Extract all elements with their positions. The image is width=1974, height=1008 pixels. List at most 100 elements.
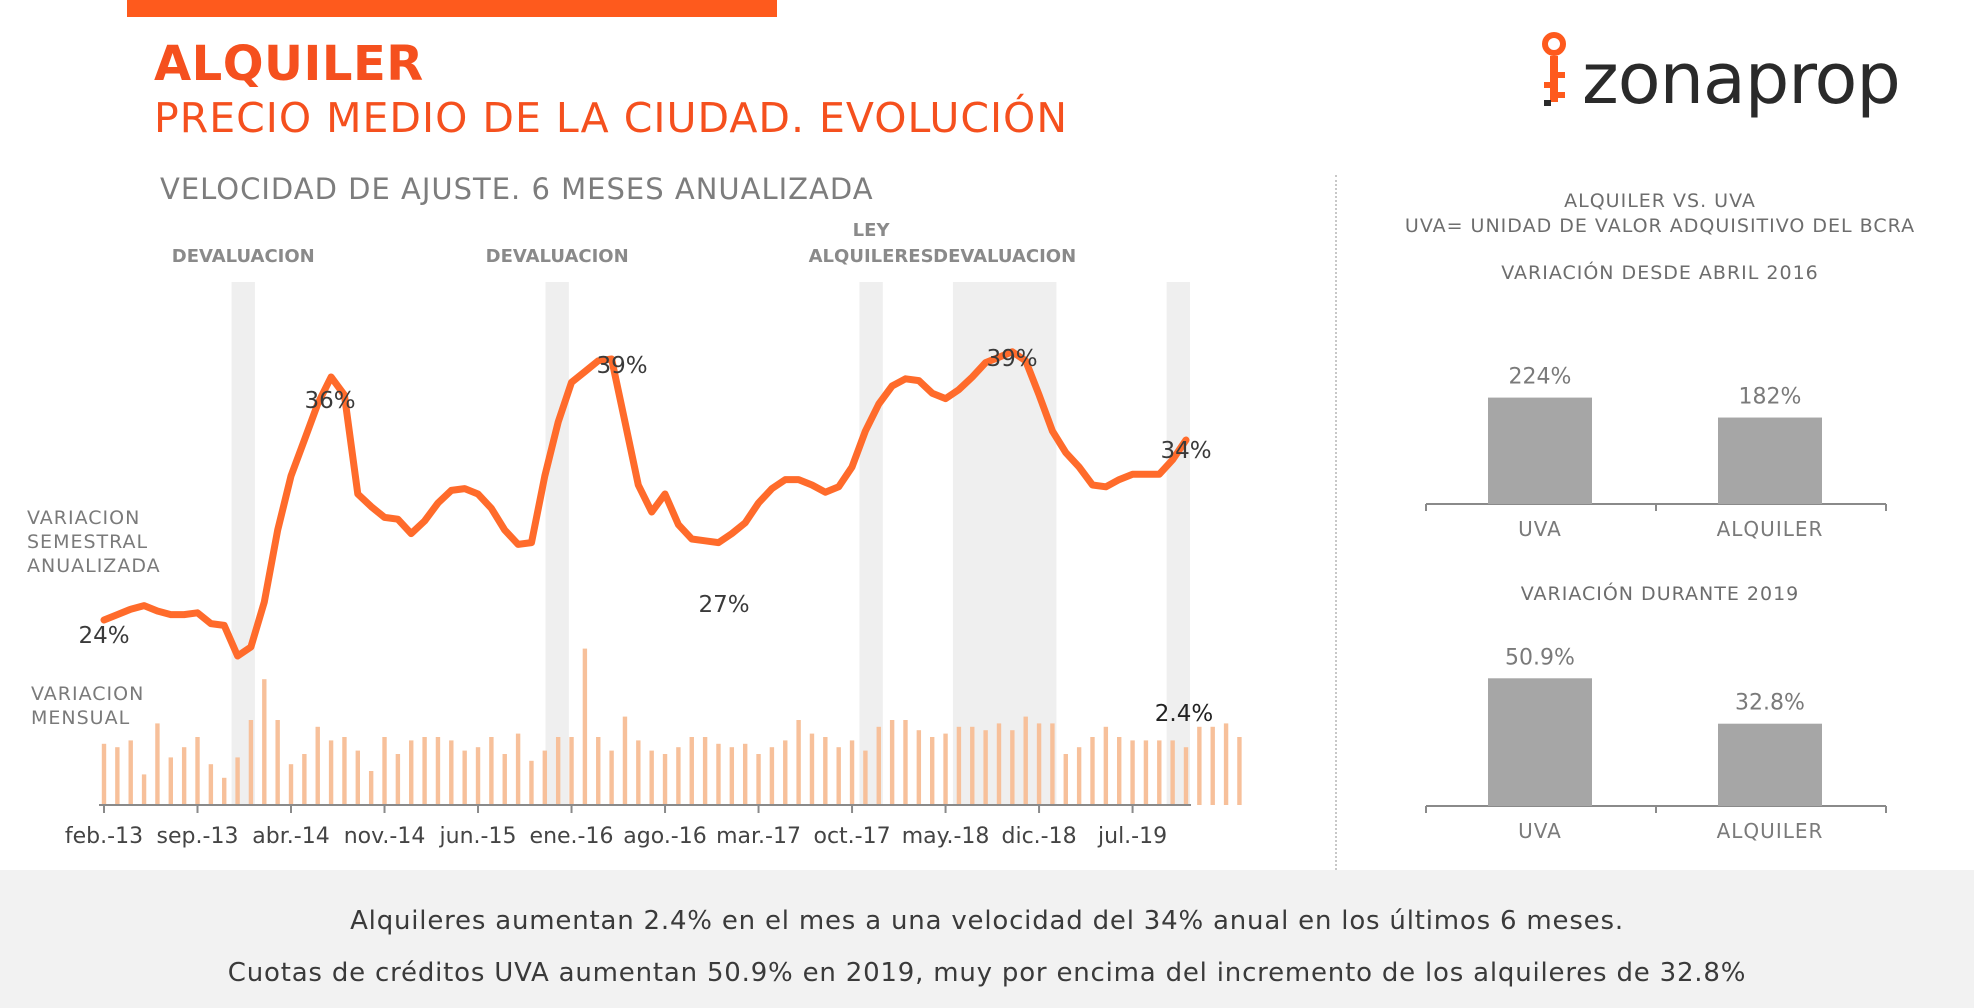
- monthly-bar: [756, 754, 761, 805]
- monthly-bar: [836, 747, 841, 805]
- x-tick-label: mar.-17: [716, 824, 801, 849]
- monthly-bar: [1023, 716, 1028, 805]
- monthly-bar: [1076, 747, 1082, 805]
- monthly-bar: [208, 764, 214, 805]
- x-tick-label: jul.-19: [1097, 824, 1167, 849]
- monthly-bar: [355, 750, 361, 805]
- series-label-line: VARIACION: [27, 507, 140, 529]
- monthly-bar: [796, 720, 801, 805]
- monthly-bar: [422, 737, 427, 805]
- x-tick-label: jun.-15: [439, 824, 517, 849]
- bar-chart-since-2016: 224% UVA 182% ALQUILER: [1425, 365, 1887, 541]
- monthly-bar: [903, 720, 908, 805]
- monthly-bar: [1210, 726, 1215, 805]
- monthly-bar: [248, 720, 254, 805]
- line-value-label: 39%: [596, 353, 647, 379]
- line-series: [100, 348, 1190, 660]
- event-band: [545, 282, 569, 805]
- monthly-bar: [1090, 737, 1095, 805]
- x-tick-label: oct.-17: [813, 824, 890, 849]
- monthly-bar: [115, 747, 120, 805]
- monthly-bar: [435, 737, 441, 805]
- monthly-bar: [996, 723, 1002, 805]
- monthly-bar: [462, 750, 467, 805]
- category-label: ALQUILER: [1717, 517, 1824, 541]
- line-value-label: 39%: [986, 346, 1037, 372]
- monthly-bar: [502, 754, 507, 805]
- footer-line-2: Cuotas de créditos UVA aumentan 50.9% en…: [227, 958, 1747, 988]
- event-label: DEVALUACION: [172, 246, 315, 267]
- event-band: [231, 282, 255, 805]
- category-label: ALQUILER: [1717, 819, 1824, 843]
- monthly-bar: [889, 720, 895, 805]
- event-label: DEVALUACION: [486, 246, 629, 267]
- monthly-bar: [970, 726, 975, 805]
- monthly-bar: [689, 737, 694, 805]
- monthly-bar: [769, 747, 775, 805]
- event-label: LEY: [853, 220, 891, 241]
- bar-series-label-line: MENSUAL: [31, 707, 130, 729]
- monthly-bar: [636, 740, 641, 805]
- monthly-bar: [809, 733, 815, 805]
- page-title: ALQUILER: [154, 36, 424, 92]
- category-label: UVA: [1518, 819, 1562, 843]
- line-value-label: 27%: [698, 592, 749, 618]
- monthly-bar: [609, 750, 614, 805]
- bar-chart-2-heading: VARIACIÓN DURANTE 2019: [1520, 583, 1800, 605]
- monthly-bar: [235, 757, 240, 805]
- x-tick-label: abr.-14: [252, 824, 329, 849]
- page-subtitle: PRECIO MEDIO DE LA CIUDAD. EVOLUCIÓN: [154, 94, 1068, 142]
- series-label-line: ANUALIZADA: [27, 555, 161, 577]
- monthly-bar: [368, 771, 374, 805]
- right-panel-title: ALQUILER VS. UVA: [1564, 190, 1756, 212]
- monthly-bar: [1170, 740, 1175, 805]
- bar: [1718, 723, 1822, 806]
- line-value-label: 24%: [78, 623, 129, 649]
- monthly-bar: [676, 747, 681, 805]
- monthly-bar: [315, 726, 320, 805]
- monthly-bar: [622, 716, 628, 805]
- x-tick-label: nov.-14: [344, 824, 426, 849]
- monthly-bar: [195, 737, 200, 805]
- monthly-bar: [582, 648, 588, 805]
- monthly-bar: [876, 726, 881, 805]
- bar-value-label: 2.4%: [1155, 701, 1213, 727]
- bar-value-label: 224%: [1509, 365, 1572, 390]
- monthly-bar: [596, 737, 601, 805]
- monthly-bar: [1103, 726, 1109, 805]
- bar-series-label-line: VARIACION: [31, 683, 144, 705]
- line-value-label: 36%: [304, 388, 355, 414]
- monthly-bar: [275, 720, 280, 805]
- monthly-bar: [929, 737, 935, 805]
- monthly-bar: [863, 750, 868, 805]
- top-accent-bar: [127, 0, 777, 17]
- monthly-bar: [569, 737, 574, 805]
- zonaprop-logo: zonaprop: [1540, 28, 1920, 120]
- category-label: UVA: [1518, 517, 1562, 541]
- monthly-bar: [141, 774, 147, 805]
- monthly-bar: [916, 730, 922, 805]
- monthly-bar: [1197, 726, 1202, 805]
- monthly-bar: [449, 740, 454, 805]
- x-tick-label: may.-18: [902, 824, 990, 849]
- bar-value-label: 32.8%: [1735, 691, 1805, 716]
- monthly-bar: [489, 737, 494, 805]
- bar-chart-1-heading: VARIACIÓN DESDE ABRIL 2016: [1501, 262, 1819, 284]
- monthly-bar: [1237, 737, 1242, 805]
- monthly-bar: [302, 754, 307, 805]
- bar: [1488, 678, 1592, 806]
- x-tick-label: ene.-16: [530, 824, 614, 849]
- monthly-bar: [1223, 723, 1229, 805]
- x-tick-label: ago.-16: [623, 824, 706, 849]
- event-label: ALQUILERES: [809, 246, 934, 267]
- monthly-bar: [1050, 723, 1055, 805]
- monthly-bar: [328, 740, 334, 805]
- monthly-bar: [382, 737, 387, 805]
- monthly-bar: [128, 740, 133, 805]
- key-icon: [1542, 32, 1566, 106]
- monthly-bar: [943, 733, 948, 805]
- monthly-bar: [475, 747, 481, 805]
- monthly-bar: [1183, 747, 1189, 805]
- monthly-bar: [262, 679, 267, 805]
